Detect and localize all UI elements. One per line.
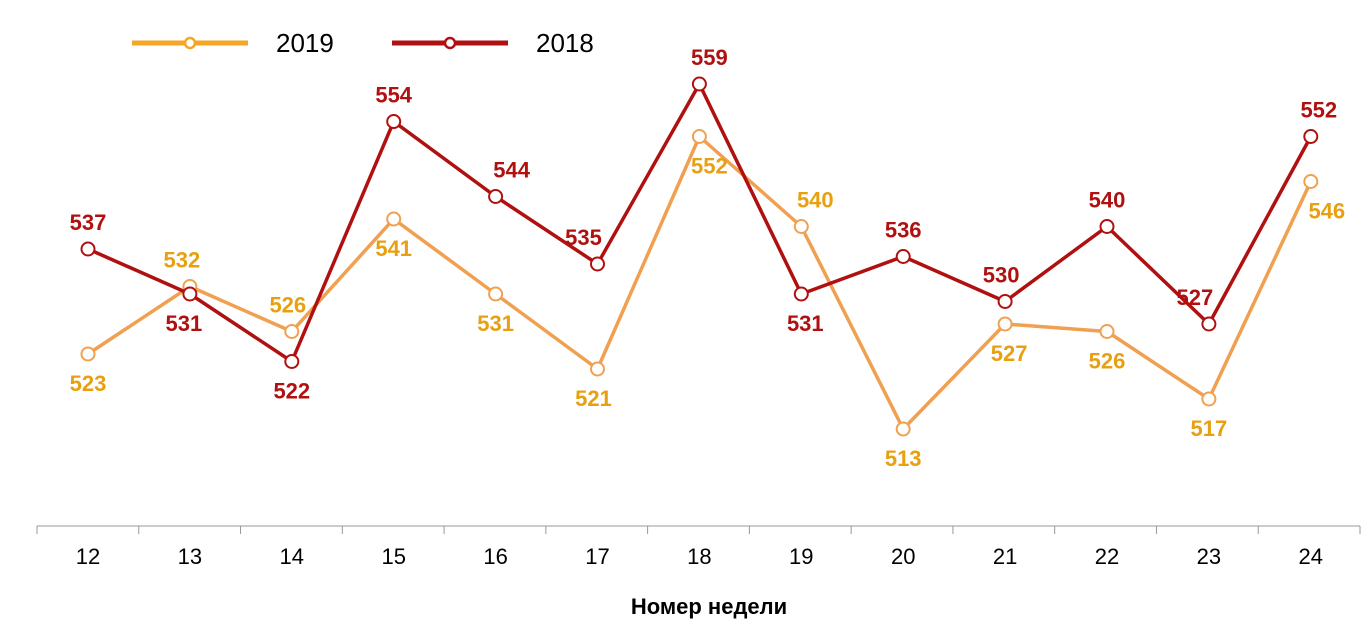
- data-point-2018: [386, 114, 402, 129]
- x-tick-label: 17: [585, 544, 609, 569]
- x-tick-label: 22: [1095, 544, 1119, 569]
- data-point-2018: [80, 241, 96, 257]
- data-point-2019: [1303, 174, 1319, 189]
- data-label-2018: 531: [787, 311, 824, 336]
- data-label-2018: 535: [565, 225, 602, 250]
- data-point-2019: [80, 346, 96, 362]
- data-label-2019: 527: [991, 341, 1028, 366]
- data-labels: 523 532 526 541 531 521 552 540 513 527 526 517 546 5…: [70, 45, 1346, 471]
- data-point-2018: [284, 354, 300, 369]
- data-point-2019: [1099, 324, 1115, 339]
- x-tick-label: 12: [76, 544, 100, 569]
- data-point-2018: [1303, 129, 1319, 144]
- data-label-2019: 541: [375, 236, 412, 261]
- data-label-2019: 521: [575, 386, 612, 411]
- legend-swatch-marker: [183, 36, 197, 50]
- data-label-2019: 540: [797, 188, 834, 213]
- data-point-2018: [793, 286, 809, 302]
- data-label-2018: 537: [70, 210, 107, 235]
- data-label-2018: 527: [1177, 285, 1214, 310]
- x-axis-title: Номер недели: [631, 594, 787, 619]
- data-label-2019: 532: [164, 248, 201, 273]
- data-label-2018: 536: [885, 218, 922, 243]
- series-lines: [80, 76, 1319, 437]
- data-label-2018: 540: [1089, 188, 1126, 213]
- data-point-2019: [691, 129, 707, 144]
- data-label-2018: 554: [375, 83, 412, 108]
- data-point-2018: [1201, 316, 1217, 332]
- data-label-2019: 517: [1191, 416, 1228, 441]
- legend-swatch-marker: [443, 36, 457, 50]
- data-point-2018: [182, 286, 198, 302]
- legend-label: 2019: [276, 28, 334, 58]
- data-label-2019: 526: [1089, 349, 1126, 374]
- x-tick-label: 23: [1197, 544, 1221, 569]
- legend-item-2019: 2019: [132, 28, 334, 58]
- data-point-2019: [793, 219, 809, 234]
- x-tick-label: 13: [178, 544, 202, 569]
- data-label-2019: 546: [1308, 199, 1345, 224]
- data-label-2018: 531: [166, 311, 203, 336]
- data-label-2018: 552: [1300, 98, 1337, 123]
- data-point-2019: [386, 211, 402, 227]
- legend-label: 2018: [536, 28, 594, 58]
- data-point-2018: [488, 189, 504, 204]
- x-tick-label: 18: [687, 544, 711, 569]
- x-tick-label: 20: [891, 544, 915, 569]
- x-tick-label: 21: [993, 544, 1017, 569]
- data-point-2019: [1201, 391, 1217, 407]
- data-label-2019: 531: [477, 311, 514, 336]
- legend-item-2018: 2018: [392, 28, 594, 58]
- data-label-2018: 559: [691, 45, 728, 70]
- data-point-2019: [488, 286, 504, 302]
- data-point-2019: [590, 361, 605, 377]
- data-point-2019: [997, 316, 1013, 332]
- data-label-2019: 526: [269, 293, 306, 318]
- x-axis: 12 13 14 15 16 17 18 19 20 21 22 23 24: [36, 525, 1361, 569]
- series-line-2019: [86, 134, 1313, 431]
- data-point-2018: [590, 256, 605, 272]
- x-tick-label: 19: [789, 544, 813, 569]
- x-tick-label: 16: [483, 544, 507, 569]
- series-line-2018: [86, 82, 1313, 364]
- series-2019: [80, 129, 1319, 437]
- data-point-2019: [284, 324, 300, 339]
- legend: 2019 2018: [132, 28, 594, 58]
- data-point-2018: [691, 76, 707, 92]
- data-label-2019: 552: [691, 154, 728, 179]
- data-label-2019: 523: [70, 371, 107, 396]
- data-label-2018: 544: [493, 158, 530, 183]
- data-label-2018: 530: [983, 263, 1020, 288]
- data-point-2018: [895, 249, 911, 264]
- data-point-2019: [895, 421, 911, 437]
- x-tick-label: 14: [280, 544, 304, 569]
- x-tick-label: 24: [1299, 544, 1323, 569]
- x-tick-label: 15: [381, 544, 405, 569]
- data-label-2019: 513: [885, 446, 922, 471]
- data-label-2018: 522: [273, 379, 310, 404]
- data-point-2018: [997, 294, 1013, 309]
- data-point-2018: [1099, 219, 1115, 234]
- series-2018: [80, 76, 1319, 369]
